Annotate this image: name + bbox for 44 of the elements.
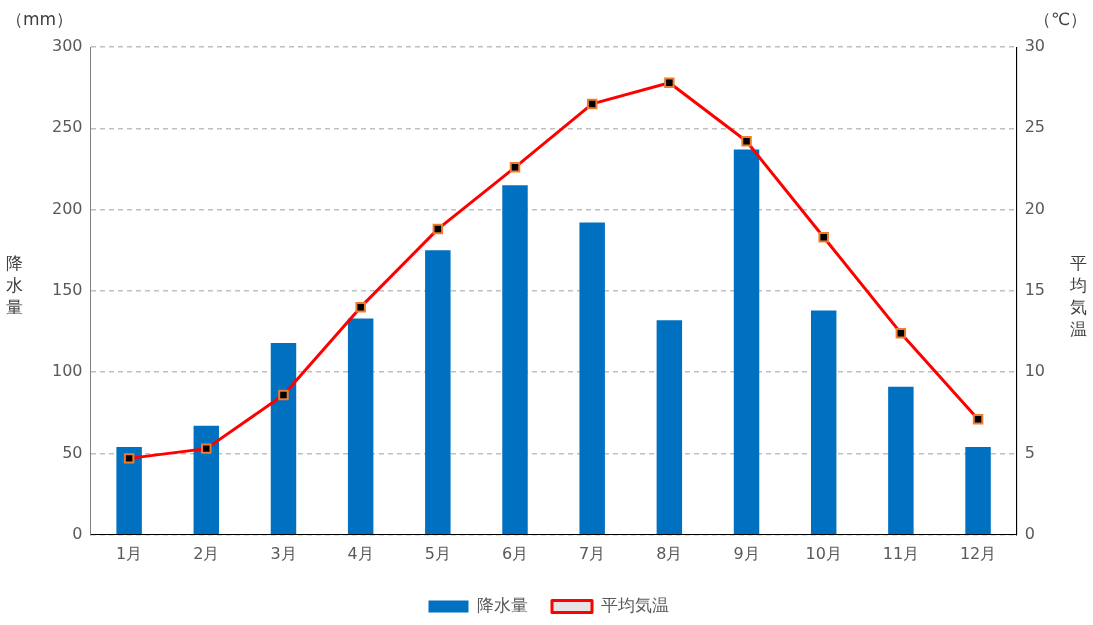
x-tick-label: 7月 <box>579 543 606 563</box>
x-tick-label: 1月 <box>116 543 143 563</box>
bar <box>347 318 374 535</box>
text: （mm） <box>6 8 74 31</box>
y-tick-label: 0 <box>72 523 83 543</box>
x-tick-label: 9月 <box>733 543 760 563</box>
bar <box>965 447 991 535</box>
y-tick-label: 100 <box>51 361 83 381</box>
y-axis-title: 降水量 <box>6 252 23 318</box>
bar <box>193 425 220 535</box>
bar <box>425 250 451 535</box>
bar <box>116 447 142 535</box>
x-tick-label: 8月 <box>656 543 683 563</box>
legend-label: 平均気温 <box>600 594 669 615</box>
y2-axis-title: 平均気温 <box>1070 252 1087 340</box>
y-tick-label: 200 <box>51 198 83 218</box>
x-tick-label: 3月 <box>270 543 297 563</box>
bar <box>270 342 297 535</box>
y2-tick-label: 10 <box>1024 361 1045 381</box>
x-tick-label: 2月 <box>193 543 220 563</box>
y2-tick-label: 0 <box>1024 523 1035 543</box>
x-tick-label: 5月 <box>424 543 451 563</box>
x-tick-label: 12月 <box>959 543 997 563</box>
y-tick-label: 150 <box>51 280 83 300</box>
bar <box>502 185 528 535</box>
x-tick-label: 10月 <box>805 543 842 563</box>
bar <box>733 149 760 535</box>
y2-tick-label: 25 <box>1024 117 1045 137</box>
x-tick-label: 6月 <box>501 543 529 563</box>
y-tick-label: 50 <box>62 442 83 462</box>
bar <box>579 222 605 535</box>
y2-tick-label: 15 <box>1024 280 1045 300</box>
legend-label: 降水量 <box>477 594 528 615</box>
bar <box>656 320 683 535</box>
text: （℃） <box>1033 8 1087 31</box>
y2-tick-label: 30 <box>1024 36 1045 56</box>
bar <box>888 386 914 535</box>
y-tick-label: 250 <box>51 117 83 137</box>
y-tick-label: 300 <box>51 36 83 56</box>
bar <box>810 310 837 535</box>
y2-tick-label: 5 <box>1024 442 1035 462</box>
x-tick-label: 4月 <box>347 543 374 563</box>
y2-tick-label: 20 <box>1024 198 1045 218</box>
x-tick-label: 11月 <box>882 543 920 563</box>
